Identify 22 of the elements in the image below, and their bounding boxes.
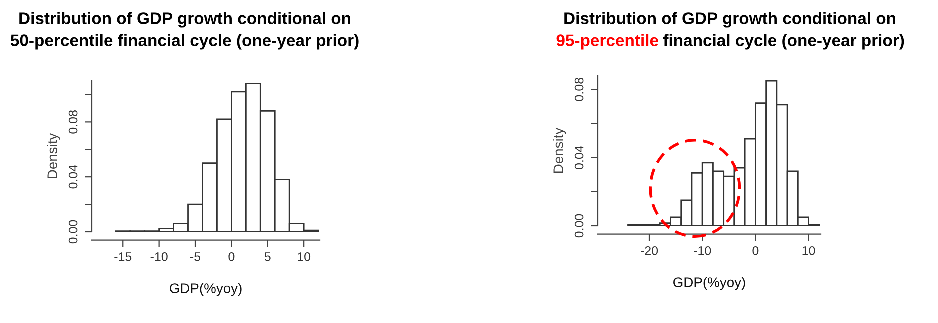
x-tick-label: -10 — [694, 246, 712, 256]
y-tick-label: 0.00 — [574, 214, 584, 238]
x-tick-label: 10 — [298, 252, 311, 262]
y-tick-label: 0.04 — [574, 146, 584, 170]
y-tick-label: 0.00 — [68, 220, 78, 244]
x-axis-title: GDP(%yoy) — [170, 283, 242, 296]
y-axis-title: Density — [47, 133, 60, 179]
x-tick-label: 5 — [264, 252, 271, 262]
y-axis-title: Density — [553, 128, 566, 174]
chart-title: Distribution of GDP growth conditional on 50-percentile financial cycle (one-year prior) — [10, 12, 359, 50]
chart-title: Distribution of GDP growth conditional on 95-percentile financial cycle (one-year prior) — [556, 12, 904, 50]
x-tick-label: 0 — [752, 246, 759, 256]
y-tick-label: 0.08 — [574, 78, 584, 102]
x-tick-label: 0 — [228, 252, 235, 262]
x-tick-label: -15 — [114, 252, 132, 262]
x-tick-label: -10 — [150, 252, 168, 262]
x-tick-label: -5 — [190, 252, 201, 262]
y-tick-label: 0.08 — [68, 110, 78, 134]
x-axis-title: GDP(%yoy) — [674, 277, 746, 290]
x-tick-label: -20 — [641, 246, 658, 256]
x-tick-label: 10 — [802, 246, 816, 256]
y-tick-label: 0.04 — [68, 165, 78, 189]
